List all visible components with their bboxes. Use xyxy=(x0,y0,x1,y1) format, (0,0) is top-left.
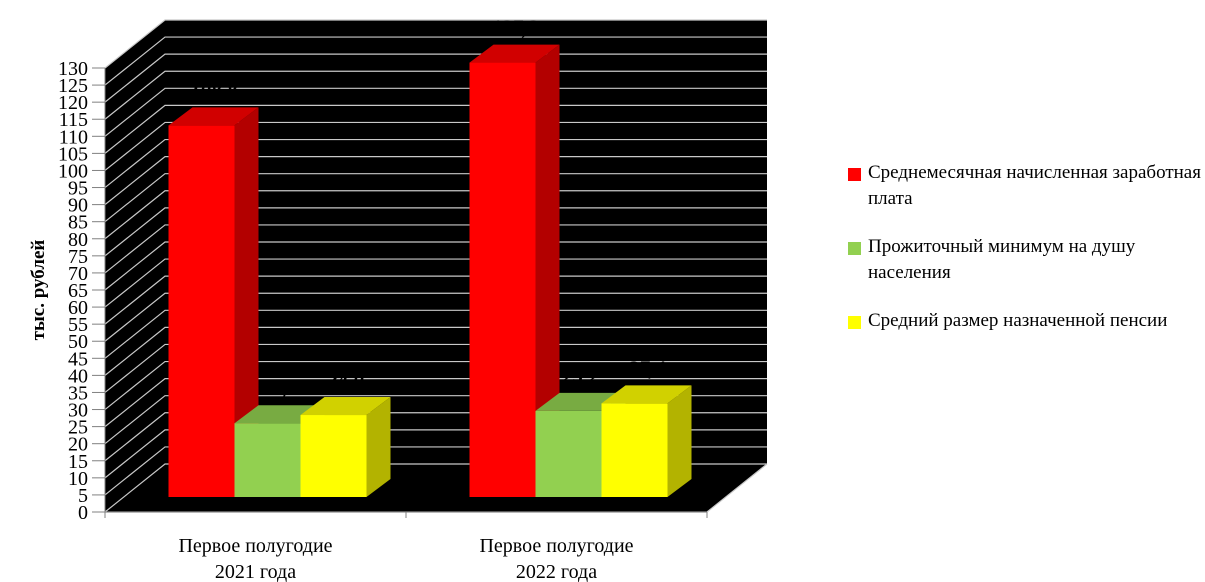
y-tick-label: 65 xyxy=(68,280,88,302)
gridline xyxy=(104,224,767,274)
y-tick-label: 40 xyxy=(68,365,88,387)
data-label: 127,2 xyxy=(491,16,539,40)
gridline xyxy=(104,292,767,342)
bar-side xyxy=(234,107,259,497)
bar-side xyxy=(535,44,560,497)
y-tick-label: 50 xyxy=(68,331,88,353)
bar-front xyxy=(300,415,367,497)
y-tick-label: 80 xyxy=(68,229,88,251)
chart-back-wall xyxy=(105,20,767,512)
axes: 0510152025303540455055606570758085909510… xyxy=(58,58,708,582)
gridline xyxy=(104,275,767,325)
y-tick-label: 125 xyxy=(58,75,88,97)
y-tick-label: 105 xyxy=(58,143,88,165)
data-label: 21,6 xyxy=(260,376,298,400)
y-tick-label: 110 xyxy=(59,126,88,148)
legend-label: Среднемесячная начисленная заработная пл… xyxy=(868,162,1201,209)
bar-marks xyxy=(168,44,692,497)
x-tick-label: Первое полугодие 2022 года xyxy=(479,535,633,582)
bar-top xyxy=(168,107,259,126)
gridline xyxy=(104,360,767,411)
gridline xyxy=(104,156,767,206)
y-tick-label: 100 xyxy=(58,160,88,182)
gridline xyxy=(104,241,767,291)
gridline xyxy=(104,36,767,86)
bar xyxy=(469,44,560,497)
legend-label: Средний размер назначенной пенсии xyxy=(868,310,1168,331)
y-axis-label: тыс. рублей xyxy=(28,240,49,341)
data-label: 27,4 xyxy=(627,356,665,380)
gridline xyxy=(104,19,767,69)
gridline xyxy=(104,258,767,308)
y-tick-label: 15 xyxy=(68,451,88,473)
gridline xyxy=(104,121,767,171)
y-tick-label: 20 xyxy=(68,434,88,456)
y-tick-label: 25 xyxy=(68,417,88,439)
data-label: 108,8 xyxy=(190,78,238,102)
gridline xyxy=(104,343,767,393)
legend-swatch-subsistence xyxy=(848,242,861,255)
bar-side xyxy=(366,397,391,497)
bar-top xyxy=(469,44,560,63)
bar-top xyxy=(300,397,391,416)
gridline xyxy=(104,87,767,137)
y-tick-label: 45 xyxy=(68,348,88,370)
gridline xyxy=(104,70,767,120)
gridline xyxy=(104,326,767,376)
x-tick-label: Первое полугодие 2021 года xyxy=(178,535,332,582)
y-tick-label: 115 xyxy=(59,109,88,131)
y-tick-label: 85 xyxy=(68,212,88,234)
y-tick-label: 75 xyxy=(68,246,88,268)
legend-swatch-pension xyxy=(848,316,861,329)
legend-swatch-salary xyxy=(848,168,861,181)
gridline xyxy=(104,190,767,240)
bar-front xyxy=(469,62,536,497)
y-tick-label: 35 xyxy=(68,382,88,404)
y-tick-label: 0 xyxy=(78,502,88,524)
bar-front xyxy=(601,403,668,497)
gridline xyxy=(104,53,767,103)
data-label: 24,0 xyxy=(326,368,364,392)
bar-front xyxy=(234,423,301,497)
y-tick-label: 130 xyxy=(58,58,88,80)
bar-front xyxy=(168,125,235,497)
data-label: 25,2 xyxy=(561,364,599,388)
data-labels: 108,8 21,6 24,0 127,2 25,2 27,4 xyxy=(190,16,665,401)
bar xyxy=(300,397,391,497)
legend-item: Прожиточный минимум на душу населения xyxy=(848,234,1204,286)
gridline xyxy=(104,104,767,154)
bar xyxy=(168,107,259,497)
y-tick-label: 60 xyxy=(68,297,88,319)
legend-item: Среднемесячная начисленная заработная пл… xyxy=(848,160,1204,212)
gridline xyxy=(104,207,767,257)
y-tick-label: 95 xyxy=(68,178,88,200)
chart-wall xyxy=(105,20,767,512)
bar-side xyxy=(667,385,692,497)
gridline xyxy=(104,309,767,359)
y-tick-label: 10 xyxy=(68,468,88,490)
y-tick-label: 55 xyxy=(68,314,88,336)
bar-front xyxy=(535,410,602,497)
gridline xyxy=(104,173,767,223)
y-tick-label: 70 xyxy=(68,263,88,285)
y-tick-label: 120 xyxy=(58,92,88,114)
bar-top xyxy=(601,385,692,404)
legend-item: Средний размер назначенной пенсии xyxy=(848,308,1204,334)
legend: Среднемесячная начисленная заработная пл… xyxy=(848,160,1204,356)
y-tick-label: 90 xyxy=(68,195,88,217)
bar xyxy=(601,385,692,497)
gridline xyxy=(104,378,767,428)
legend-label: Прожиточный минимум на душу населения xyxy=(868,236,1136,283)
y-tick-label: 5 xyxy=(78,485,88,507)
gridline xyxy=(104,138,767,189)
y-tick-label: 30 xyxy=(68,400,88,422)
